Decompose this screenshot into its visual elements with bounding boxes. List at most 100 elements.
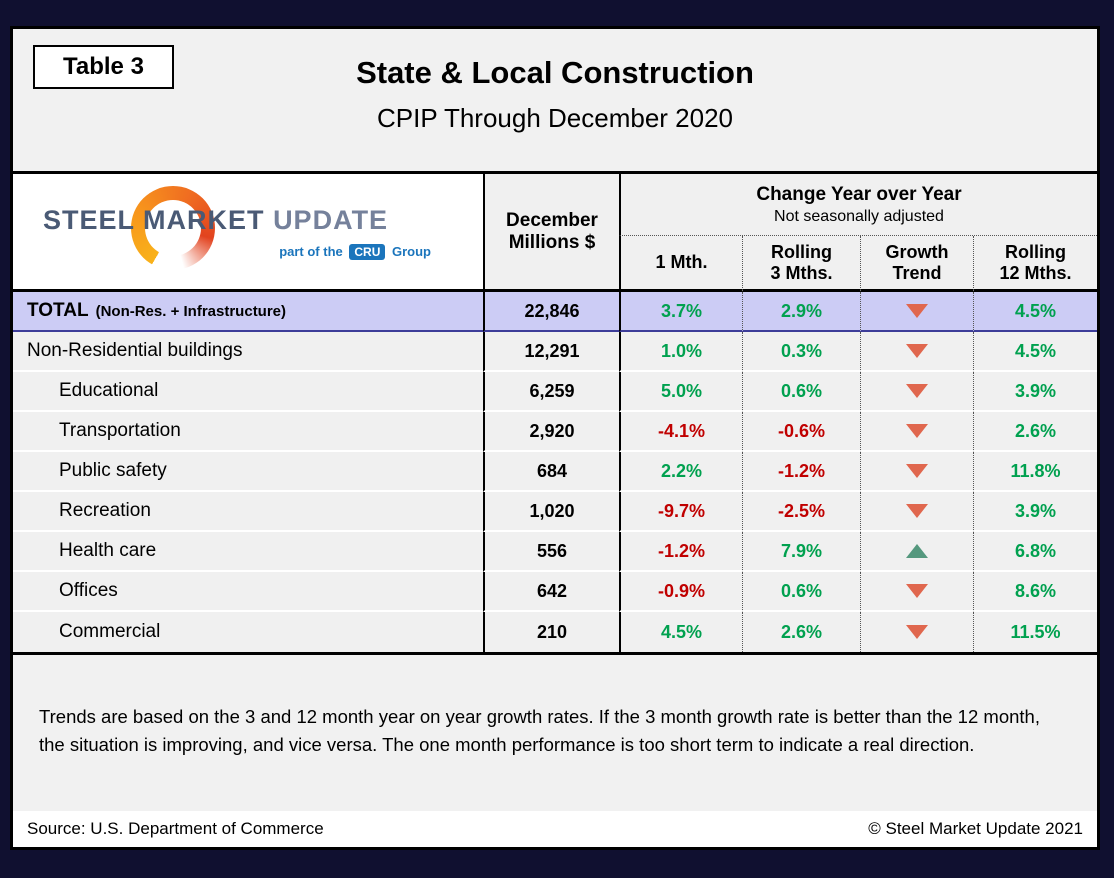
group-header-title: Change Year over Year xyxy=(756,183,962,205)
column-header-3mths: Rolling 3 Mths. xyxy=(742,236,860,292)
tagline-pre: part of the xyxy=(279,243,343,259)
title-section: Table 3 State & Local Construction CPIP … xyxy=(13,29,1097,171)
source-bar: Source: U.S. Department of Commerce © St… xyxy=(13,811,1097,847)
category-label: Transportation xyxy=(59,420,181,441)
pct-3mths-cell: 0.3% xyxy=(742,332,860,372)
trend-cell xyxy=(860,612,973,652)
logo-word-update: UPDATE xyxy=(273,204,389,235)
trend-cell xyxy=(860,332,973,372)
pct-12mths-cell: 11.5% xyxy=(973,612,1097,652)
pct-12mths-cell: 11.8% xyxy=(973,452,1097,492)
down-trend-arrow-icon xyxy=(906,504,928,518)
logo-word-steel: STEEL xyxy=(43,204,135,235)
category-label: Public safety xyxy=(59,460,167,481)
pct-3mths-cell: 0.6% xyxy=(742,372,860,412)
smu-logo: STEEL MARKET UPDATE part of the CRU Grou… xyxy=(13,174,483,292)
smu-swoosh-icon xyxy=(131,186,215,270)
column-header-1mth: 1 Mth. xyxy=(619,236,742,292)
millions-value-cell: 210 xyxy=(483,612,619,652)
notes-section: Trends are based on the 3 and 12 month y… xyxy=(13,655,1097,811)
pct-1mth-cell: 3.7% xyxy=(619,292,742,332)
page-subtitle: CPIP Through December 2020 xyxy=(376,103,734,133)
copyright-text: © Steel Market Update 2021 xyxy=(868,819,1083,838)
data-table: STEEL MARKET UPDATE part of the CRU Grou… xyxy=(13,171,1097,655)
pct-3mths-cell: 2.6% xyxy=(742,612,860,652)
pct-1mth-cell: -0.9% xyxy=(619,572,742,612)
table-number-label: Table 3 xyxy=(33,45,174,89)
pct-3mths-cell: -1.2% xyxy=(742,452,860,492)
millions-value-cell: 1,020 xyxy=(483,492,619,532)
source-text: Source: U.S. Department of Commerce xyxy=(27,819,324,838)
down-trend-arrow-icon xyxy=(906,384,928,398)
category-suffix: (Non-Res. + Infrastructure) xyxy=(95,302,287,320)
pct-12mths-cell: 4.5% xyxy=(973,292,1097,332)
column-header-millions: December Millions $ xyxy=(483,174,619,292)
category-cell: Commercial xyxy=(13,612,483,652)
column-header-12mths: Rolling 12 Mths. xyxy=(973,236,1097,292)
pct-3mths-cell: -0.6% xyxy=(742,412,860,452)
content-frame: Table 3 State & Local Construction CPIP … xyxy=(10,26,1100,850)
pct-12mths-cell: 6.8% xyxy=(973,532,1097,572)
trend-cell xyxy=(860,452,973,492)
pct-12mths-cell: 8.6% xyxy=(973,572,1097,612)
trend-cell xyxy=(860,572,973,612)
down-trend-arrow-icon xyxy=(906,625,928,639)
millions-value-cell: 642 xyxy=(483,572,619,612)
pct-3mths-cell: 7.9% xyxy=(742,532,860,572)
pct-12mths-cell: 3.9% xyxy=(973,372,1097,412)
category-label: TOTAL xyxy=(27,300,89,321)
millions-value-cell: 556 xyxy=(483,532,619,572)
smu-logo-tagline: part of the CRU Group xyxy=(279,243,431,260)
up-trend-arrow-icon xyxy=(906,544,928,558)
cru-badge: CRU xyxy=(349,243,386,260)
pct-12mths-cell: 2.6% xyxy=(973,412,1097,452)
millions-value-cell: 12,291 xyxy=(483,332,619,372)
category-cell: Public safety xyxy=(13,452,483,492)
pct-12mths-cell: 3.9% xyxy=(973,492,1097,532)
pct-1mth-cell: 4.5% xyxy=(619,612,742,652)
down-trend-arrow-icon xyxy=(906,304,928,318)
pct-1mth-cell: 1.0% xyxy=(619,332,742,372)
millions-value-cell: 2,920 xyxy=(483,412,619,452)
trend-cell xyxy=(860,292,973,332)
down-trend-arrow-icon xyxy=(906,424,928,438)
down-trend-arrow-icon xyxy=(906,344,928,358)
category-label: Educational xyxy=(59,380,159,401)
category-label: Non-Residential buildings xyxy=(27,340,243,361)
tagline-post: Group xyxy=(392,243,431,259)
pct-1mth-cell: -1.2% xyxy=(619,532,742,572)
column-group-header: Change Year over Year Not seasonally adj… xyxy=(619,174,1097,236)
column-header-trend: Growth Trend xyxy=(860,236,973,292)
pct-1mth-cell: 5.0% xyxy=(619,372,742,412)
category-cell: Educational xyxy=(13,372,483,412)
category-cell: Transportation xyxy=(13,412,483,452)
pct-1mth-cell: -4.1% xyxy=(619,412,742,452)
down-trend-arrow-icon xyxy=(906,584,928,598)
trend-cell xyxy=(860,492,973,532)
trend-cell xyxy=(860,532,973,572)
category-cell: Offices xyxy=(13,572,483,612)
category-cell: Health care xyxy=(13,532,483,572)
pct-3mths-cell: 2.9% xyxy=(742,292,860,332)
category-label: Health care xyxy=(59,540,157,561)
category-cell: TOTAL (Non-Res. + Infrastructure) xyxy=(13,292,483,332)
pct-3mths-cell: -2.5% xyxy=(742,492,860,532)
millions-value-cell: 6,259 xyxy=(483,372,619,412)
category-cell: Non-Residential buildings xyxy=(13,332,483,372)
category-cell: Recreation xyxy=(13,492,483,532)
trend-cell xyxy=(860,372,973,412)
millions-value-cell: 22,846 xyxy=(483,292,619,332)
page-title: State & Local Construction xyxy=(356,55,754,90)
millions-value-cell: 684 xyxy=(483,452,619,492)
footnote-text: Trends are based on the 3 and 12 month y… xyxy=(39,706,1040,755)
group-header-subtitle: Not seasonally adjusted xyxy=(774,207,944,225)
logo-word-market: MARKET xyxy=(143,204,265,235)
down-trend-arrow-icon xyxy=(906,464,928,478)
pct-1mth-cell: -9.7% xyxy=(619,492,742,532)
pct-3mths-cell: 0.6% xyxy=(742,572,860,612)
pct-12mths-cell: 4.5% xyxy=(973,332,1097,372)
category-label: Recreation xyxy=(59,500,151,521)
smu-logo-text: STEEL MARKET UPDATE xyxy=(43,205,388,236)
category-label: Commercial xyxy=(59,621,161,642)
